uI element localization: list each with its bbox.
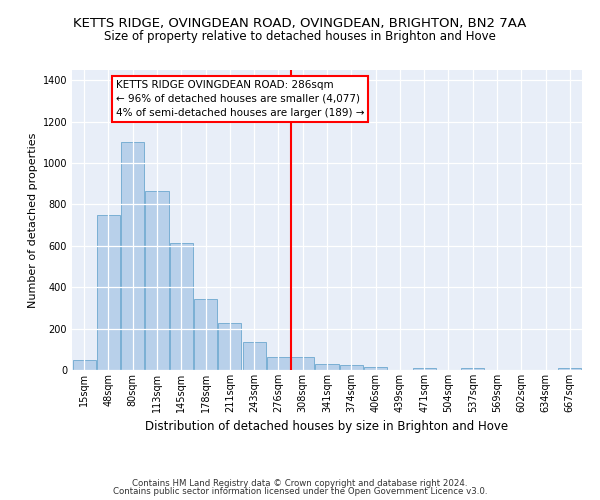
Bar bbox=[170, 243, 193, 370]
Text: KETTS RIDGE OVINGDEAN ROAD: 286sqm
← 96% of detached houses are smaller (4,077)
: KETTS RIDGE OVINGDEAN ROAD: 286sqm ← 96%… bbox=[116, 80, 364, 118]
Bar bbox=[121, 142, 144, 370]
Y-axis label: Number of detached properties: Number of detached properties bbox=[28, 132, 38, 308]
Bar bbox=[461, 368, 484, 370]
Bar bbox=[194, 298, 217, 370]
Bar bbox=[267, 356, 290, 370]
Bar bbox=[340, 366, 363, 370]
X-axis label: Distribution of detached houses by size in Brighton and Hove: Distribution of detached houses by size … bbox=[145, 420, 509, 434]
Bar bbox=[97, 215, 120, 370]
Bar bbox=[291, 356, 314, 370]
Text: Contains HM Land Registry data © Crown copyright and database right 2024.: Contains HM Land Registry data © Crown c… bbox=[132, 478, 468, 488]
Text: Size of property relative to detached houses in Brighton and Hove: Size of property relative to detached ho… bbox=[104, 30, 496, 43]
Bar bbox=[218, 324, 241, 370]
Bar bbox=[413, 368, 436, 370]
Bar bbox=[559, 368, 581, 370]
Bar bbox=[73, 360, 95, 370]
Text: Contains public sector information licensed under the Open Government Licence v3: Contains public sector information licen… bbox=[113, 487, 487, 496]
Bar bbox=[145, 191, 169, 370]
Bar bbox=[242, 342, 266, 370]
Bar bbox=[316, 364, 338, 370]
Bar bbox=[364, 367, 387, 370]
Text: KETTS RIDGE, OVINGDEAN ROAD, OVINGDEAN, BRIGHTON, BN2 7AA: KETTS RIDGE, OVINGDEAN ROAD, OVINGDEAN, … bbox=[73, 18, 527, 30]
